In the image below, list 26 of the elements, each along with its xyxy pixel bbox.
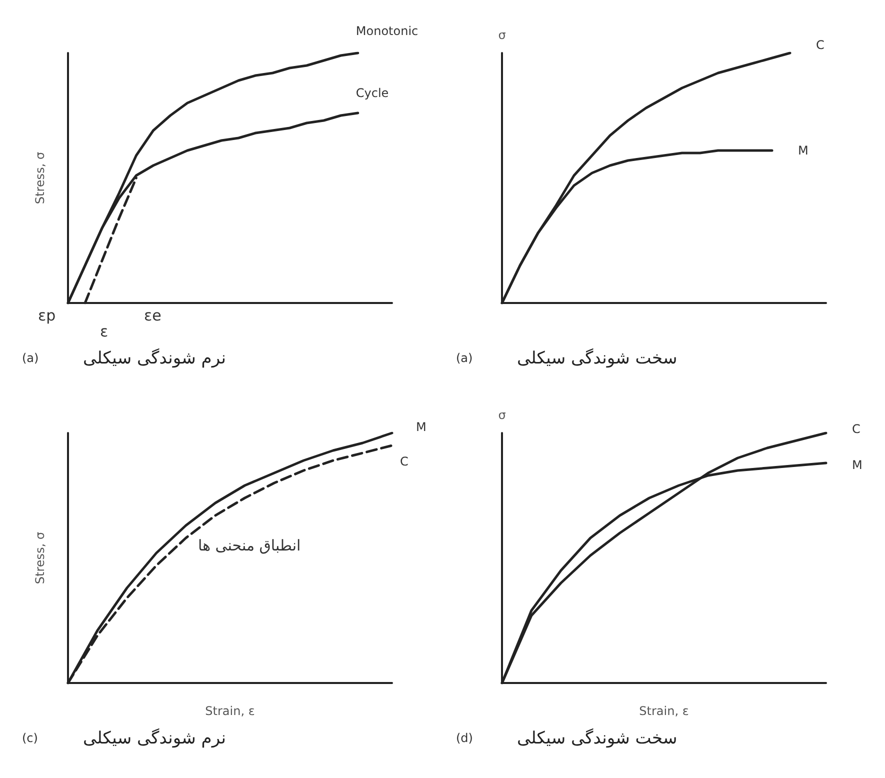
text: (d) [456,731,473,745]
text: (a) [22,351,39,365]
y-axis-title: Stress, σ [33,152,47,204]
series-label: Monotonic [356,24,418,38]
y-axis-title: σ [498,408,506,422]
text: (a) [456,351,473,365]
y-axis-title: σ [498,28,506,42]
text: (c) [22,731,38,745]
text: ε [100,322,108,340]
annotation: انطباق منحنی ها [198,536,301,554]
text: εe [144,306,162,324]
text: سخت شوندگی سیکلی [517,348,678,368]
text: M [798,144,808,158]
text: M [852,458,862,472]
text: C [852,422,860,436]
x-axis-title: Strain, ε [639,704,689,718]
text: نرم شوندگی سیکلی [83,348,226,368]
series-label: C [400,454,408,468]
text: سخت شوندگی سیکلی [517,728,678,748]
text: εp [38,306,56,324]
x-axis-title: Strain, ε [205,704,255,718]
series-label: Cycle [356,86,389,100]
text: M [416,420,426,434]
y-axis-title: Stress, σ [33,532,47,584]
text: نرم شوندگی سیکلی [83,728,226,748]
text: C [816,38,824,52]
